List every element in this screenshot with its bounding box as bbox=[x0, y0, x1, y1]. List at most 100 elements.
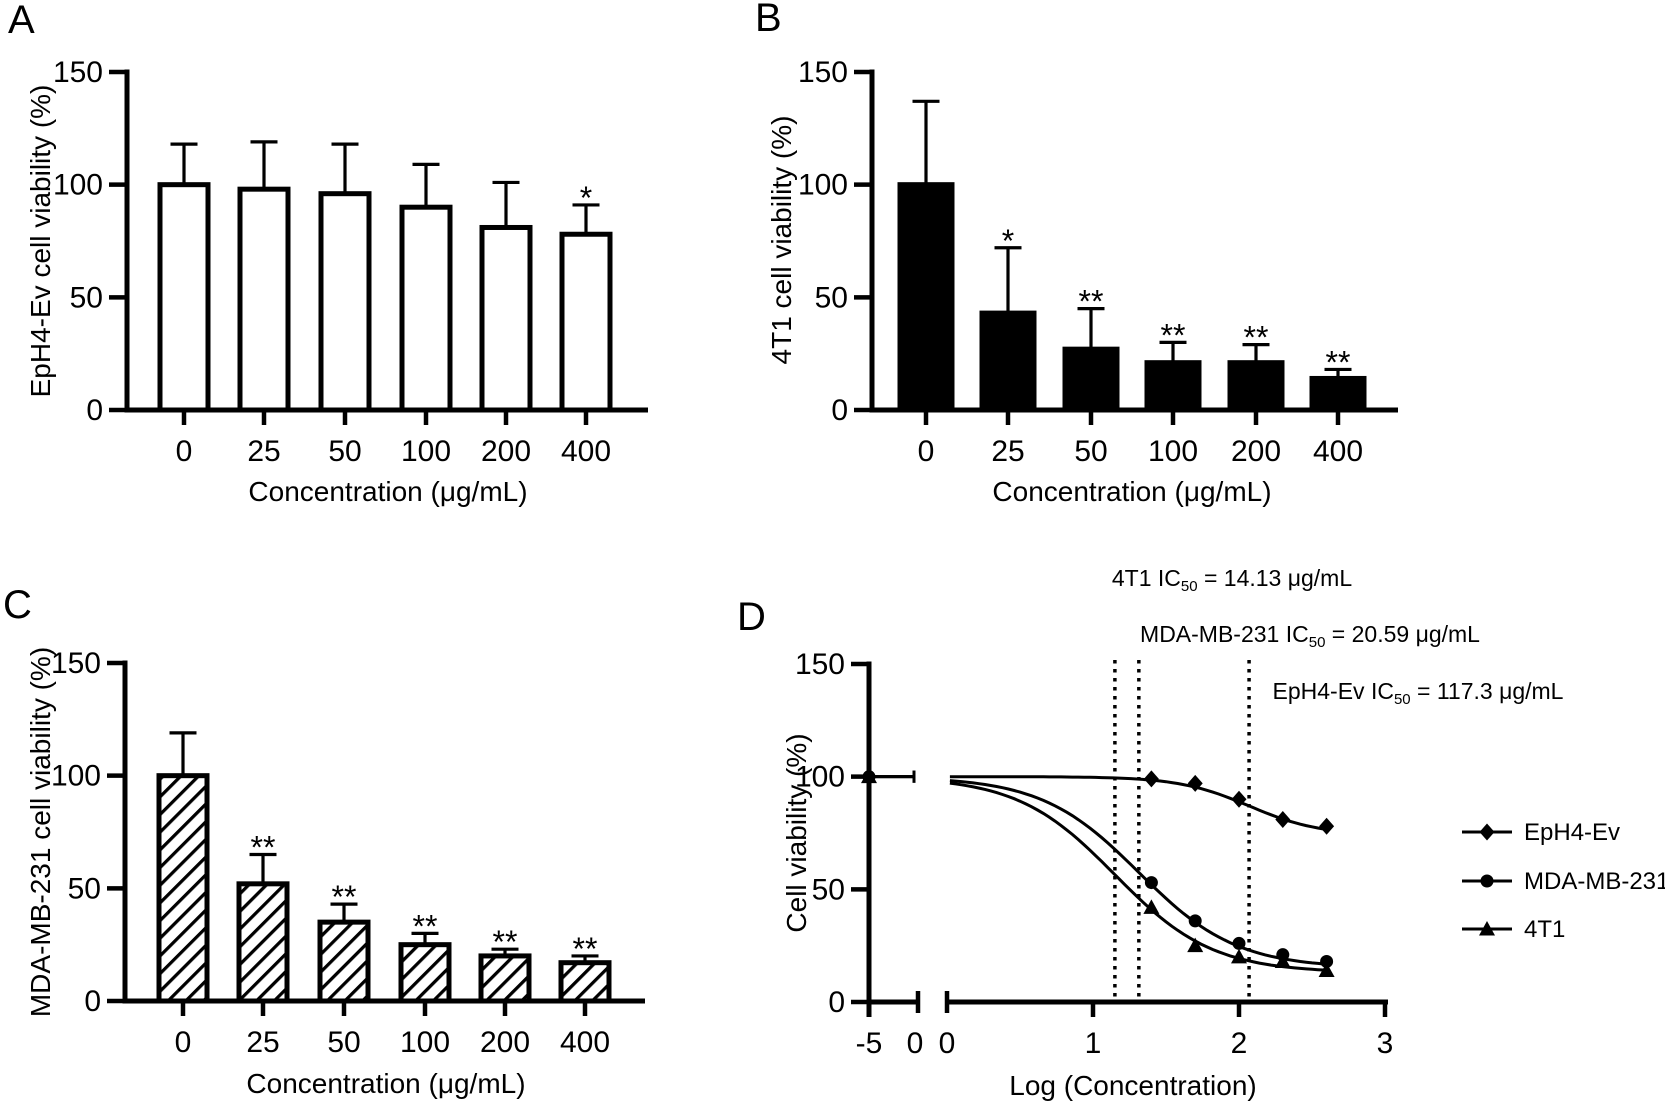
y-tick-label: 100 bbox=[51, 760, 101, 793]
y-tick-label: 150 bbox=[795, 648, 845, 681]
x-tick-label: 50 bbox=[327, 1026, 360, 1059]
data-point-circle bbox=[1144, 876, 1158, 890]
data-point-diamond bbox=[1319, 817, 1335, 835]
fit-curve bbox=[949, 775, 1324, 831]
data-point-triangle bbox=[1187, 937, 1204, 953]
data-point-diamond bbox=[1231, 790, 1247, 808]
data-point-circle bbox=[1188, 914, 1202, 928]
x-tick-label: 25 bbox=[246, 1026, 279, 1059]
y-tick-label: 100 bbox=[798, 169, 848, 202]
bar bbox=[1227, 360, 1285, 413]
legend-label-4t1: 4T1 bbox=[1524, 916, 1565, 943]
significance-stars: * bbox=[580, 180, 592, 216]
bar bbox=[558, 960, 612, 1004]
panel-c-letter: C bbox=[3, 583, 32, 627]
y-tick-label: 0 bbox=[828, 986, 845, 1019]
panel-d-y-axis-title: Cell viability (%) bbox=[781, 733, 812, 932]
y-tick-label: 100 bbox=[53, 169, 103, 202]
bar bbox=[1309, 375, 1367, 413]
bar bbox=[317, 919, 371, 1004]
panel-d-letter: D bbox=[737, 595, 766, 639]
x-tick-label: 1 bbox=[1085, 1027, 1102, 1060]
x-tick-label: 100 bbox=[1148, 435, 1198, 468]
data-point-circle bbox=[1320, 954, 1334, 968]
data-point-diamond bbox=[1143, 770, 1159, 788]
significance-stars: ** bbox=[251, 830, 276, 866]
bar bbox=[1144, 360, 1202, 413]
legend-marker-triangle bbox=[1479, 921, 1495, 936]
data-point-diamond bbox=[1275, 810, 1291, 828]
x-tick-label: 200 bbox=[480, 1026, 530, 1059]
bar bbox=[979, 310, 1037, 413]
ic50-annotation-eph4-ev: EpH4-Ev IC50 = 117.3 μg/mL bbox=[1273, 678, 1564, 708]
x-tick-label: 0 bbox=[918, 435, 935, 468]
bar bbox=[236, 881, 290, 1004]
y-tick-label: 50 bbox=[70, 281, 103, 314]
x-tick-label: 50 bbox=[328, 435, 361, 468]
bar bbox=[318, 191, 372, 413]
significance-stars: * bbox=[1002, 223, 1014, 259]
data-point-diamond bbox=[1187, 774, 1203, 792]
fit-curve bbox=[949, 781, 1324, 972]
significance-stars: ** bbox=[1244, 320, 1269, 356]
data-point-triangle bbox=[1231, 948, 1247, 964]
legend-label-mda-mb-231: MDA-MB-231 bbox=[1524, 868, 1665, 895]
x-tick-label: 3 bbox=[1377, 1027, 1394, 1060]
ic50-annotation-4t1: 4T1 IC50 = 14.13 μg/mL bbox=[1112, 565, 1352, 595]
x-tick-label: 200 bbox=[1231, 435, 1281, 468]
y-tick-label: 50 bbox=[812, 873, 845, 906]
panel-a-plot: 0 50 100 150 0 25 50 100 200 400 * bbox=[53, 56, 648, 468]
legend-marker-circle bbox=[1480, 874, 1494, 888]
bar bbox=[478, 953, 532, 1004]
panel-b-y-axis-title: 4T1 cell viability (%) bbox=[766, 116, 797, 365]
bar bbox=[237, 186, 291, 413]
panel-c-x-axis-title: Concentration (μg/mL) bbox=[246, 1068, 525, 1099]
x-tick-label: 400 bbox=[560, 1026, 610, 1059]
x-tick-label: 0 bbox=[176, 435, 193, 468]
x-tick-label: 25 bbox=[247, 435, 280, 468]
legend-label-eph4-ev: EpH4-Ev bbox=[1524, 819, 1620, 846]
significance-stars: ** bbox=[413, 908, 438, 944]
x-tick-label: -5 bbox=[856, 1027, 883, 1060]
x-tick-label: 0 bbox=[175, 1026, 192, 1059]
bar bbox=[398, 942, 452, 1004]
significance-stars: ** bbox=[1326, 344, 1351, 380]
x-tick-label: 50 bbox=[1074, 435, 1107, 468]
bar bbox=[559, 231, 613, 413]
panel-b-plot: 0 50 100 150 0 25 * 50 ** 100 ** 200 ** 400 ** bbox=[798, 56, 1398, 468]
y-tick-label: 0 bbox=[86, 394, 103, 427]
fit-curve bbox=[949, 779, 1324, 966]
bar bbox=[157, 182, 211, 413]
data-point-triangle bbox=[861, 768, 877, 784]
x-tick-label: 200 bbox=[481, 435, 531, 468]
x-tick-label: 0 bbox=[907, 1027, 924, 1060]
y-tick-label: 50 bbox=[68, 872, 101, 905]
panel-a-y-axis-title: EpH4-Ev cell viability (%) bbox=[25, 85, 56, 398]
bar bbox=[399, 204, 453, 413]
data-point-triangle bbox=[1318, 962, 1335, 977]
panel-a-letter: A bbox=[8, 0, 35, 42]
y-tick-label: 150 bbox=[53, 56, 103, 89]
y-tick-label: 150 bbox=[51, 647, 101, 680]
x-tick-label: 0 bbox=[939, 1027, 956, 1060]
significance-stars: ** bbox=[1079, 284, 1104, 320]
y-tick-label: 50 bbox=[815, 281, 848, 314]
panel-a-x-axis-title: Concentration (μg/mL) bbox=[248, 476, 527, 507]
y-tick-label: 100 bbox=[795, 761, 845, 794]
panel-c-plot: 0 50 100 150 0 25 ** 50 ** 100 ** 200 ** 400 ** bbox=[51, 647, 645, 1059]
significance-stars: ** bbox=[573, 931, 598, 967]
significance-stars: ** bbox=[1161, 317, 1186, 353]
x-tick-label: 400 bbox=[1313, 435, 1363, 468]
panel-c-y-axis-title: MDA-MB-231 cell viability (%) bbox=[25, 647, 56, 1017]
x-tick-label: 2 bbox=[1231, 1027, 1248, 1060]
panel-d-x-axis-title: Log (Concentration) bbox=[1009, 1070, 1256, 1101]
ic50-annotation-mda-mb-231: MDA-MB-231 IC50 = 20.59 μg/mL bbox=[1140, 621, 1480, 651]
legend-marker-diamond bbox=[1479, 823, 1495, 841]
x-tick-label: 100 bbox=[400, 1026, 450, 1059]
x-tick-label: 25 bbox=[991, 435, 1024, 468]
data-point-triangle bbox=[1143, 899, 1160, 914]
panel-b-x-axis-title: Concentration (μg/mL) bbox=[992, 476, 1271, 507]
x-tick-label: 100 bbox=[401, 435, 451, 468]
